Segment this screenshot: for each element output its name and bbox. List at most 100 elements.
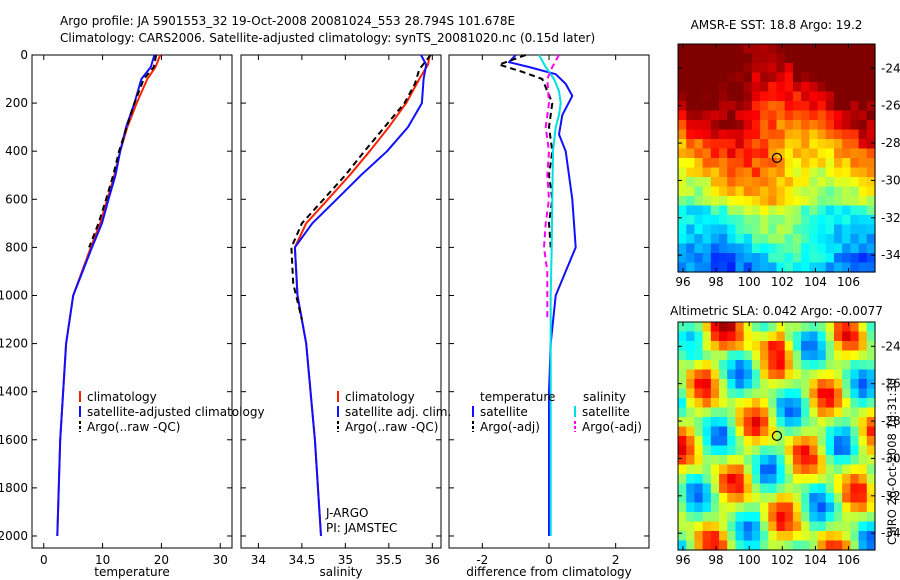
map-cell: [858, 215, 868, 226]
map-cell: [809, 464, 819, 475]
map-cell: [850, 110, 860, 121]
map-cell: [719, 262, 728, 273]
map-cell: [833, 521, 843, 532]
map-cell: [792, 398, 802, 409]
map-cell: [743, 360, 753, 371]
map-cell: [727, 120, 737, 131]
map-cell: [694, 205, 704, 216]
map-cell: [751, 44, 761, 55]
map-cell: [825, 82, 835, 93]
map-cell: [768, 262, 778, 273]
map-cell: [825, 445, 835, 456]
map-cell: [850, 350, 860, 361]
map-cell: [792, 483, 802, 494]
map-cell: [678, 234, 687, 245]
map-cell: [743, 91, 753, 102]
map-cell: [768, 120, 778, 131]
y-tick-label: -24: [881, 339, 900, 353]
map-cell: [850, 44, 860, 55]
map-cell: [719, 253, 728, 264]
map-cell: [735, 186, 745, 197]
map-cell: [710, 196, 720, 207]
map-cell: [801, 445, 810, 456]
map-cell: [743, 483, 753, 494]
map-cell: [751, 417, 761, 428]
map-cell: [743, 398, 753, 409]
map-cell: [784, 455, 794, 466]
map-cell: [702, 262, 712, 273]
map-cell: [833, 72, 843, 83]
map-cell: [735, 63, 745, 74]
map-cell: [710, 417, 720, 428]
map-cell: [686, 63, 696, 74]
map-cell: [768, 502, 778, 513]
map-cell: [768, 167, 778, 178]
map-cell: [702, 407, 712, 418]
map-cell: [760, 72, 769, 83]
map-cell: [735, 464, 745, 475]
map-cell: [678, 407, 687, 418]
map-cell: [801, 101, 810, 112]
legend-group-title: salinity: [583, 390, 626, 404]
map-cell: [833, 331, 843, 342]
map-cell: [727, 464, 737, 475]
map-cell: [686, 234, 696, 245]
map-cell: [768, 331, 778, 342]
map-cell: [776, 44, 786, 55]
map-cell: [735, 205, 745, 216]
map-cell: [817, 540, 827, 551]
map-cell: [817, 369, 827, 380]
map-cell: [866, 398, 876, 409]
map-cell: [760, 360, 769, 371]
map-cell: [825, 72, 835, 83]
map-cell: [842, 426, 851, 437]
map-cell: [694, 63, 704, 74]
map-cell: [842, 407, 851, 418]
map-cell: [784, 44, 794, 55]
map-cell: [735, 253, 745, 264]
map-cell: [735, 215, 745, 226]
map-cell: [850, 72, 860, 83]
map-cell: [694, 388, 704, 399]
map-cell: [702, 139, 712, 150]
map-cell: [686, 262, 696, 273]
map-cell: [751, 234, 761, 245]
map-cell: [842, 205, 851, 216]
map-cell: [760, 502, 769, 513]
map-cell: [866, 502, 876, 513]
map-cell: [710, 474, 720, 485]
map-cell: [751, 82, 761, 93]
map-cell: [866, 234, 876, 245]
map-cell: [792, 63, 802, 74]
map-cell: [776, 540, 786, 551]
map-cell: [842, 101, 851, 112]
x-tick-label: 100: [738, 553, 761, 567]
map-cell: [710, 493, 720, 504]
map-cell: [727, 186, 737, 197]
map-cell: [710, 44, 720, 55]
map-cell: [809, 540, 819, 551]
map-cell: [858, 322, 868, 333]
map-cell: [825, 120, 835, 131]
series-line: [290, 54, 432, 320]
map-cell: [817, 224, 827, 235]
map-cell: [678, 253, 687, 264]
x-tick-label: 0: [40, 553, 48, 567]
map-cell: [850, 82, 860, 93]
map-cell: [858, 464, 868, 475]
map-cell: [817, 120, 827, 131]
map-cell: [817, 158, 827, 169]
map-cell: [817, 129, 827, 140]
map-cell: [784, 253, 794, 264]
x-tick-label: 102: [771, 275, 794, 289]
x-tick-label: 98: [708, 553, 723, 567]
map-cell: [776, 101, 786, 112]
map-title: Altimetric SLA: 0.042 Argo: -0.0077: [670, 304, 883, 318]
y-tick-label: 1400: [0, 385, 28, 399]
map-cell: [809, 139, 819, 150]
map-cell: [850, 331, 860, 342]
map-cell: [850, 360, 860, 371]
map-cell: [694, 101, 704, 112]
map-cell: [751, 398, 761, 409]
map-cell: [719, 407, 728, 418]
